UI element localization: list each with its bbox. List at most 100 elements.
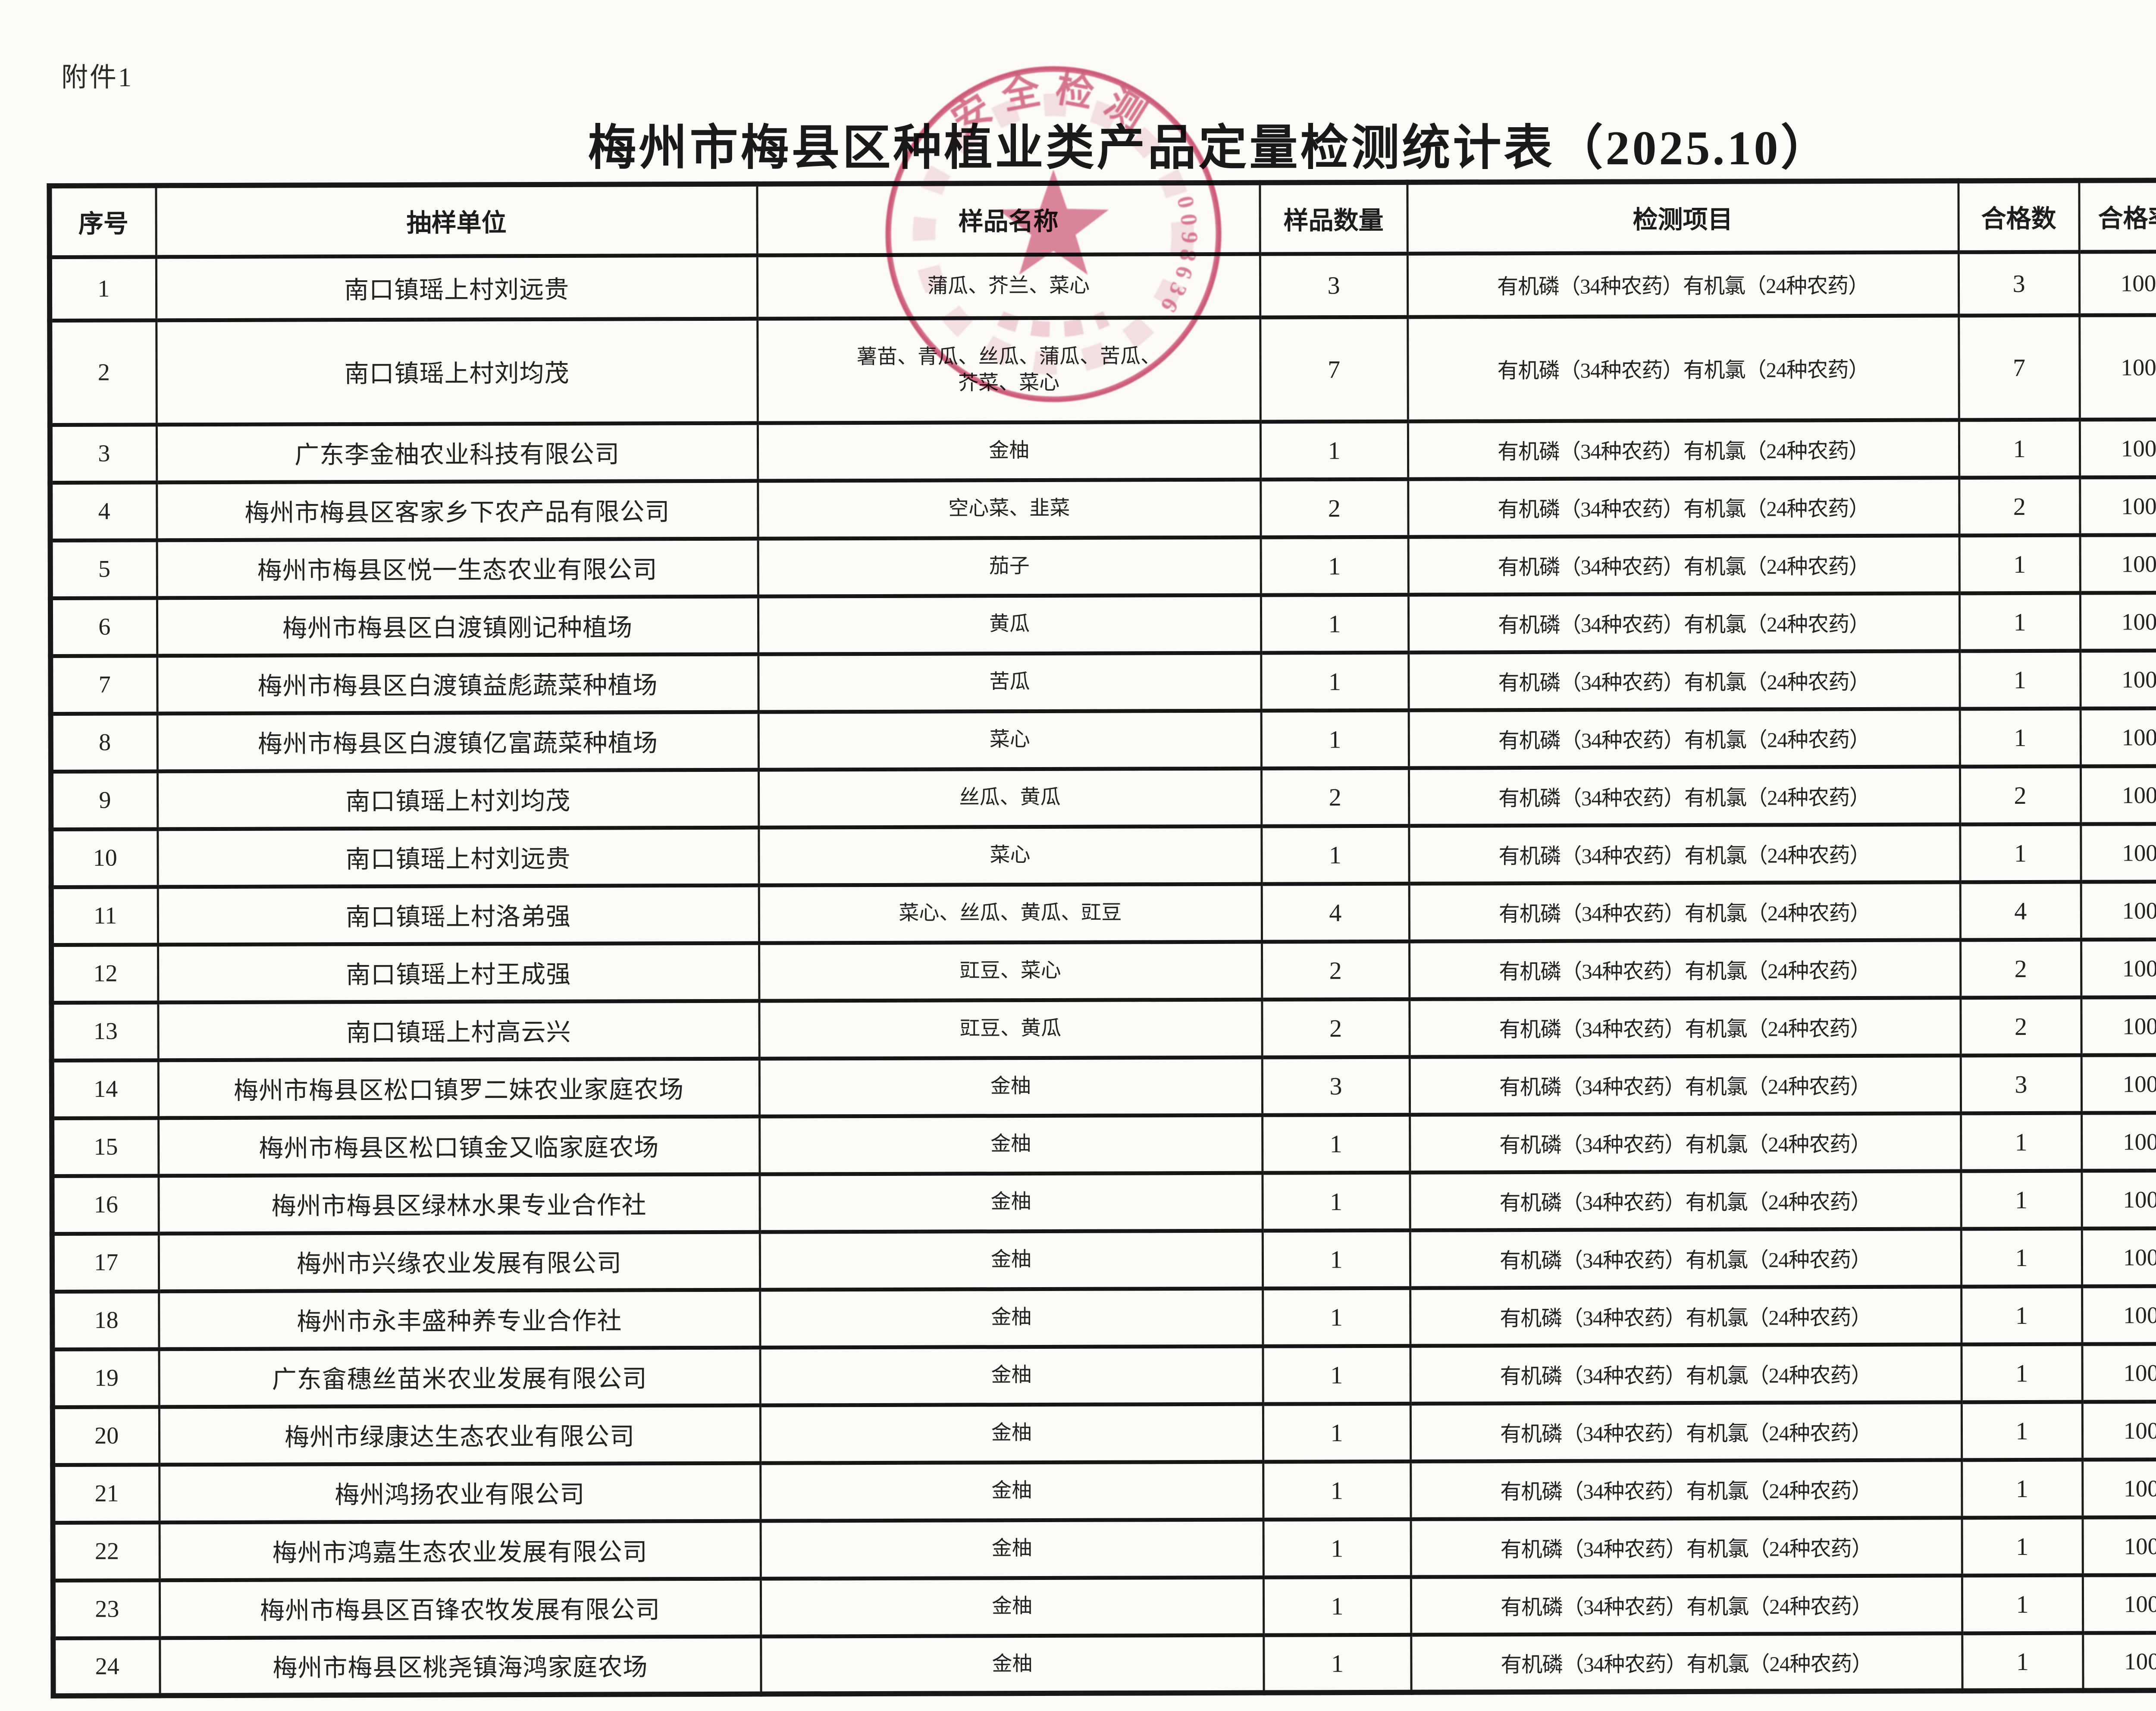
cell-sample: 金柚 [759,1115,1263,1174]
cell-qty: 3 [1262,1056,1410,1115]
column-header-no: 序号 [49,185,156,257]
cell-items: 有机磷（34种农药）有机氯（24种农药） [1407,315,1959,421]
cell-no: 22 [53,1522,160,1580]
cell-pass: 1 [1961,1228,2082,1287]
cell-qty: 1 [1262,1114,1410,1173]
cell-rate: 100% [2081,1112,2156,1171]
cell-qty: 3 [1260,253,1408,317]
cell-unit: 梅州市梅县区白渡镇益彪蔬菜种植场 [157,654,758,714]
cell-qty: 2 [1262,999,1410,1057]
cell-qty: 1 [1260,421,1408,479]
table-row: 18 梅州市永丰盛种养专业合作社 金柚 1 有机磷（34种农药）有机氯（24种农药） 1 1… [52,1285,2156,1349]
cell-items: 有机磷（34种农药）有机氯（24种农药） [1410,1171,1961,1230]
cell-qty: 7 [1260,317,1408,422]
cell-items: 有机磷（34种农药）有机氯（24种农药） [1409,940,1961,999]
cell-no: 11 [51,887,158,945]
cell-pass: 2 [1960,997,2081,1056]
cell-sample: 金柚 [760,1288,1263,1347]
cell-unit: 梅州市梅县区桃尧镇海鸿家庭农场 [160,1636,761,1696]
table-row: 2 南口镇瑶上村刘均茂 薯苗、青瓜、丝瓜、蒲瓜、苦瓜、 芥菜、菜心 7 有机磷（34种农… [50,314,2156,425]
cell-rate: 100% [2081,823,2156,882]
cell-qty: 1 [1263,1634,1411,1693]
cell-pass: 1 [1961,1170,2082,1229]
attachment-label: 附件1 [61,63,134,92]
cell-pass: 1 [1959,650,2081,709]
cell-sample: 薯苗、青瓜、丝瓜、蒲瓜、苦瓜、 芥菜、菜心 [757,317,1260,423]
cell-pass: 2 [1959,766,2081,824]
cell-rate: 100% [2079,419,2156,477]
cell-unit: 南口镇瑶上村洛弟强 [157,885,759,945]
cell-items: 有机磷（34种农药）有机氯（24种农药） [1408,593,1960,652]
cell-no: 12 [51,944,158,1003]
cell-items: 有机磷（34种农药）有机氯（24种农药） [1410,1286,1962,1346]
cell-no: 4 [50,482,157,540]
cell-items: 有机磷（34种农药）有机氯（24种农药） [1410,1344,1962,1404]
cell-sample: 金柚 [761,1635,1264,1694]
cell-sample: 丝瓜、黄瓜 [758,768,1262,827]
cell-qty: 1 [1263,1519,1411,1577]
table-row: 13 南口镇瑶上村高云兴 豇豆、黄瓜 2 有机磷（34种农药）有机氯（24种农药） 2 10… [51,997,2156,1060]
cell-pass: 2 [1960,939,2081,998]
cell-items: 有机磷（34种农药）有机氯（24种农药） [1408,535,1959,595]
cell-no: 23 [53,1580,160,1638]
page-title: 梅州市梅县区种植业类产品定量检测统计表（2025.10） [588,122,1832,175]
cell-no: 18 [52,1291,159,1349]
statistics-table: 序号 抽样单位 样品名称 样品数量 检测项目 合格数 合格率% 备注 1南口镇瑶… [47,177,2156,1698]
cell-unit: 南口镇瑶上村刘均茂 [157,769,759,829]
cell-unit: 南口镇瑶上村王成强 [158,943,759,1003]
cell-pass: 1 [1961,1286,2082,1344]
cell-qty: 1 [1261,825,1409,884]
table-row: 9 南口镇瑶上村刘均茂 丝瓜、黄瓜 2 有机磷（34种农药）有机氯（24种农药） 2 100… [50,765,2156,829]
cell-rate: 100% [2081,1228,2156,1286]
cell-unit: 南口镇瑶上村高云兴 [158,1000,759,1060]
cell-pass: 1 [1962,1633,2083,1691]
cell-items: 有机磷（34种农药）有机氯（24种农药） [1410,1113,1961,1172]
cell-items: 有机磷（34种农药）有机氯（24种农药） [1408,651,1960,710]
cell-sample: 苦瓜 [758,652,1261,712]
table-row: 1 南口镇瑶上村刘远贵 蒲瓜、芥兰、菜心 3 有机磷（34种农药）有机氯（24种农药） 3… [49,251,2156,320]
cell-unit: 梅州市梅县区绿林水果专业合作社 [158,1174,760,1234]
cell-no: 7 [50,655,157,714]
cell-rate: 100% [2081,1054,2156,1113]
cell-rate: 100% [2080,592,2156,651]
cell-no: 20 [52,1407,160,1465]
cell-sample: 空心菜、韭菜 [758,479,1261,539]
cell-items: 有机磷（34种农药）有机氯（24种农药） [1409,1055,1961,1115]
cell-pass: 1 [1959,419,2080,478]
cell-pass: 4 [1960,881,2081,940]
cell-sample: 金柚 [760,1519,1263,1579]
cell-sample: 金柚 [760,1404,1263,1463]
cell-rate: 100% [2082,1574,2156,1633]
cell-items: 有机磷（34种农药）有机氯（24种农药） [1408,708,1960,768]
cell-rate: 100% [2083,1632,2156,1691]
table-row: 8 梅州市梅县区白渡镇亿富蔬菜种植场 菜心 1 有机磷（34种农药）有机氯（24种农药）… [50,708,2156,771]
cell-unit: 梅州市永丰盛种养专业合作社 [159,1289,760,1349]
cell-qty: 1 [1261,652,1409,711]
cell-items: 有机磷（34种农药）有机氯（24种农药） [1410,1402,1962,1461]
cell-sample: 金柚 [760,1461,1263,1521]
cell-sample: 金柚 [760,1346,1263,1405]
cell-sample: 茄子 [758,537,1261,596]
cell-rate: 100% [2079,251,2156,315]
cell-pass: 1 [1959,708,2081,767]
cell-rate: 100% [2080,476,2156,535]
cell-sample: 金柚 [759,1230,1263,1290]
cell-unit: 南口镇瑶上村刘远贵 [157,827,759,887]
cell-unit: 南口镇瑶上村刘均茂 [156,318,758,425]
table-row: 11 南口镇瑶上村洛弟强 菜心、丝瓜、黄瓜、豇豆 4 有机磷（34种农药）有机氯（24种… [51,881,2156,945]
statistics-table-wrapper: 序号 抽样单位 样品名称 样品数量 检测项目 合格数 合格率% 备注 1南口镇瑶… [47,177,2156,1698]
cell-qty: 2 [1260,479,1408,537]
cell-unit: 梅州市鸿嘉生态农业发展有限公司 [159,1520,761,1580]
cell-unit: 梅州市绿康达生态农业有限公司 [159,1405,761,1465]
cell-pass: 2 [1959,477,2080,536]
cell-qty: 1 [1263,1403,1411,1462]
cell-unit: 梅州市梅县区白渡镇亿富蔬菜种植场 [157,711,758,771]
cell-pass: 1 [1961,1112,2082,1171]
cell-qty: 1 [1260,536,1408,595]
cell-rate: 100% [2080,708,2156,766]
table-row: 16 梅州市梅县区绿林水果专业合作社 金柚 1 有机磷（34种农药）有机氯（24种农药）… [52,1170,2156,1234]
cell-pass: 1 [1962,1575,2083,1633]
cell-no: 5 [50,540,157,598]
cell-no: 9 [50,771,158,829]
table-row: 24 梅州市梅县区桃尧镇海鸿家庭农场 金柚 1 有机磷（34种农药）有机氯（24种农药）… [53,1632,2156,1696]
